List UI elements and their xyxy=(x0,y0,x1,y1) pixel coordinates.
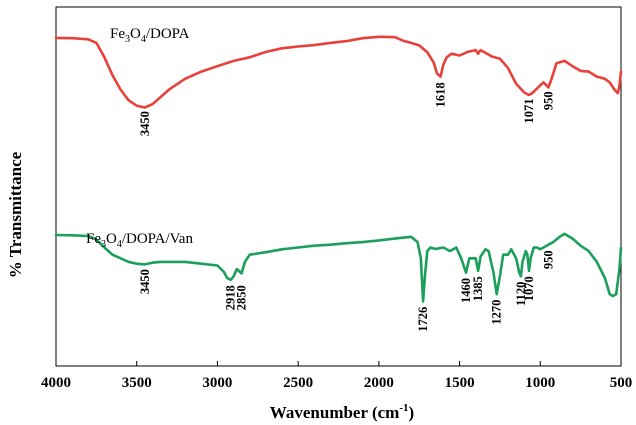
peak-label-3450: 3450 xyxy=(138,111,152,136)
x-axis-label-text: Wavenumber (cm xyxy=(270,403,400,422)
peak-label-1385: 1385 xyxy=(471,276,485,301)
y-axis-label: % Transmittance xyxy=(6,151,25,278)
plot-frame xyxy=(55,6,622,367)
x-axis-label-close: ) xyxy=(409,403,415,422)
series-label-2: Fe3O4/DOPA/Van xyxy=(86,231,193,250)
series-group xyxy=(54,35,623,303)
series-label-part: O xyxy=(130,26,141,42)
series-label-part: /DOPA xyxy=(146,26,190,42)
series-label-part: /DOPA/Van xyxy=(122,231,194,247)
peak-label-950: 950 xyxy=(541,250,555,269)
series-line-2 xyxy=(54,232,623,303)
series-label-1: Fe3O4/DOPA xyxy=(110,26,190,45)
series-label-part: Fe xyxy=(110,26,125,42)
peak-label-950: 950 xyxy=(541,91,555,110)
peak-label-1270: 1270 xyxy=(490,300,504,325)
series-label-part: O xyxy=(106,231,117,247)
peak-label-2918: 2918 xyxy=(224,285,238,310)
x-axis-label-superscript: -1 xyxy=(399,402,408,414)
peak-label-2850: 2850 xyxy=(235,285,249,310)
x-tick-label-3000: 3000 xyxy=(202,375,232,391)
series-label-part: 3 xyxy=(125,34,130,45)
peak-label-1070: 1070 xyxy=(522,276,536,301)
series-label-part: 4 xyxy=(141,34,146,45)
peak-label-1726: 1726 xyxy=(416,307,430,332)
series-line-1 xyxy=(54,35,623,109)
x-tick-label-1500: 1500 xyxy=(445,375,475,391)
x-tick-label-4000: 4000 xyxy=(41,375,71,391)
x-tick-label-2000: 2000 xyxy=(364,375,394,391)
series-label-part: 3 xyxy=(101,239,106,250)
x-ticks: 4000 3500 3000 2500 2000 1500 1000 500 xyxy=(41,361,632,391)
x-tick-label-1000: 1000 xyxy=(525,375,555,391)
peak-label-1460: 1460 xyxy=(459,278,473,303)
peak-label-1120: 1120 xyxy=(514,282,528,306)
series-label-part: Fe xyxy=(86,231,101,247)
x-axis-label: Wavenumber (cm-1) xyxy=(270,402,414,422)
x-tick-label-3500: 3500 xyxy=(122,375,152,391)
x-tick-label-500: 500 xyxy=(610,375,633,391)
x-tick-label-2500: 2500 xyxy=(283,375,313,391)
chart-axes xyxy=(55,6,622,367)
peak-label-1618: 1618 xyxy=(434,82,448,107)
peak-label-1071: 1071 xyxy=(522,99,536,124)
series-label-part: 4 xyxy=(117,239,122,250)
peak-label-3450: 3450 xyxy=(138,269,152,294)
